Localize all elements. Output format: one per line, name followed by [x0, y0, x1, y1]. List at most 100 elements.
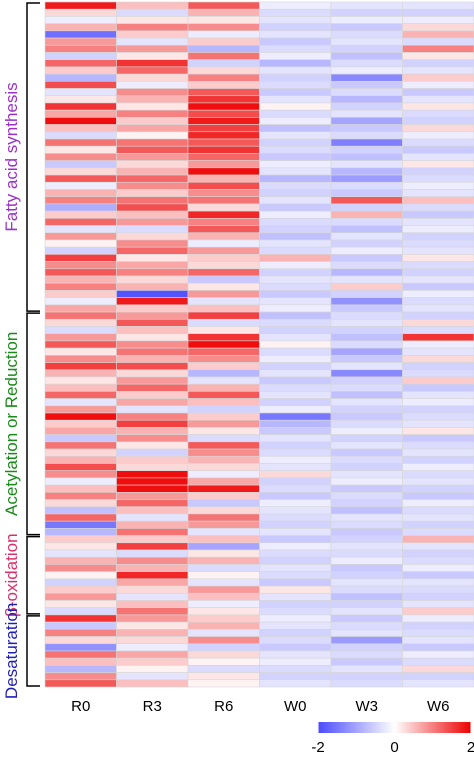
heatmap-cell [259, 218, 332, 226]
heatmap-cell [330, 355, 403, 363]
heatmap-cell [44, 455, 117, 464]
heatmap-cell [116, 419, 189, 428]
heatmap-cell [187, 535, 260, 544]
heatmap-cell [259, 268, 332, 277]
heatmap-cell [44, 369, 117, 378]
heatmap-cell [187, 23, 260, 32]
heatmap-cell [259, 1, 332, 10]
heatmap-cell [402, 362, 474, 371]
heatmap-cell [116, 665, 189, 673]
heatmap-cell [330, 528, 403, 536]
heatmap-cell [187, 383, 260, 392]
heatmap-cell [44, 73, 117, 82]
heatmap-cell [402, 592, 474, 601]
heatmap-cell [44, 153, 117, 161]
heatmap-cell [116, 95, 189, 104]
heatmap-cell [116, 484, 189, 493]
heatmap-cell [187, 650, 260, 659]
heatmap-cell [44, 650, 117, 659]
heatmap-cell [44, 556, 117, 565]
heatmap-cell [259, 261, 332, 270]
heatmap-cell [44, 318, 117, 327]
heatmap-cell [116, 59, 189, 68]
heatmap-cell [330, 153, 403, 161]
heatmap-cell [187, 153, 260, 161]
heatmap-cell [259, 254, 332, 262]
heatmap-cell [330, 246, 403, 255]
heatmap-cell [116, 535, 189, 544]
heatmap-cell [259, 16, 332, 24]
heatmap-cell [402, 145, 474, 154]
heatmap-cell [116, 520, 189, 529]
heatmap-cell [187, 304, 260, 313]
heatmap-cell [116, 153, 189, 161]
heatmap-cell [330, 362, 403, 371]
heatmap-cell [187, 419, 260, 428]
heatmap-cell [187, 369, 260, 378]
column-label: R0 [71, 698, 90, 715]
heatmap-cell [116, 261, 189, 270]
heatmap-cell [116, 643, 189, 652]
heatmap-cell [44, 1, 117, 10]
heatmap-cell [330, 167, 403, 176]
heatmap-cell [44, 355, 117, 363]
heatmap-cell [44, 37, 117, 46]
heatmap-cell [116, 376, 189, 385]
heatmap-cell [187, 513, 260, 522]
heatmap-cell [44, 585, 117, 594]
heatmap-cell [116, 174, 189, 183]
heatmap-cell [259, 304, 332, 313]
heatmap-cell [330, 347, 403, 356]
heatmap-cell [187, 564, 260, 572]
heatmap-cell [44, 477, 117, 486]
heatmap-cell [187, 95, 260, 104]
heatmap-cell [402, 391, 474, 399]
heatmap-cell [44, 189, 117, 197]
heatmap-cell [330, 174, 403, 183]
heatmap-cell [402, 571, 474, 580]
heatmap-cell [44, 600, 117, 608]
heatmap-cell [116, 88, 189, 97]
heatmap-cell [330, 333, 403, 342]
heatmap-cell [44, 59, 117, 68]
heatmap-cell [402, 427, 474, 435]
heatmap-cell [116, 311, 189, 320]
heatmap-cell [44, 549, 117, 558]
heatmap-cell [116, 326, 189, 334]
heatmap-cell [330, 311, 403, 320]
heatmap-cell [44, 564, 117, 572]
heatmap-cell [44, 282, 117, 291]
heatmap-cell [259, 174, 332, 183]
heatmap-cell [259, 463, 332, 471]
heatmap-cell [402, 585, 474, 594]
heatmap-cell [44, 614, 117, 623]
heatmap-cell [402, 16, 474, 24]
heatmap-cell [330, 463, 403, 471]
heatmap-cell [116, 513, 189, 522]
heatmap-cell [187, 203, 260, 212]
heatmap-cell [44, 383, 117, 392]
heatmap-cell [44, 679, 117, 688]
heatmap-cell [259, 672, 332, 681]
heatmap-cell [259, 44, 332, 53]
heatmap-cell [44, 232, 117, 241]
heatmap-cell [330, 564, 403, 572]
heatmap-cell [402, 672, 474, 681]
heatmap-cell [44, 81, 117, 89]
heatmap-cell [330, 181, 403, 190]
heatmap-cell [187, 52, 260, 60]
heatmap-cell [187, 629, 260, 637]
heatmap-cell [402, 304, 474, 313]
heatmap-cell [259, 556, 332, 565]
heatmap-cell [402, 629, 474, 637]
heatmap-cell [44, 268, 117, 277]
heatmap-cell [259, 95, 332, 104]
heatmap-cell [330, 427, 403, 435]
heatmap-cell [44, 412, 117, 421]
heatmap-cell [259, 564, 332, 572]
heatmap-cell [116, 297, 189, 306]
heatmap-cell [259, 369, 332, 378]
heatmap-cell [44, 117, 117, 125]
heatmap-cell [402, 434, 474, 443]
